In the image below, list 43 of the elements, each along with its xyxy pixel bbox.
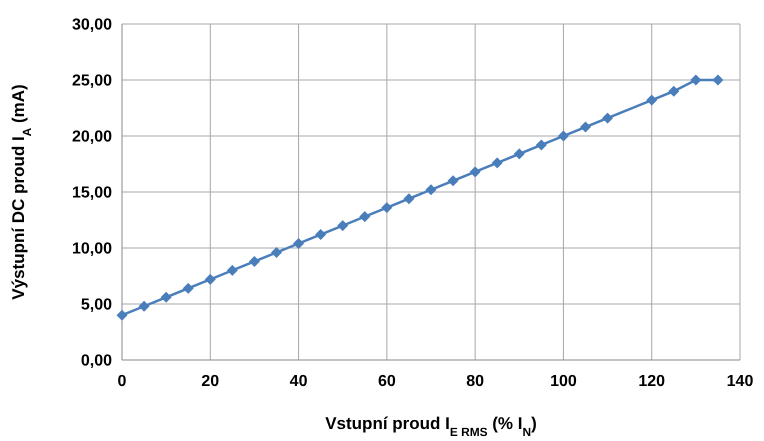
y-tick-label: 5,00 [80, 296, 112, 314]
x-tick-label: 20 [201, 373, 220, 390]
x-tick-label: 80 [466, 373, 484, 390]
x-tick-label: 140 [726, 373, 754, 390]
point [448, 175, 459, 186]
point [138, 300, 150, 312]
x-tick-label: 60 [378, 373, 396, 390]
x-tick-label: 40 [290, 373, 308, 390]
point [381, 202, 392, 214]
point [204, 274, 216, 285]
point [293, 238, 304, 250]
y-tick-label: 10,00 [72, 240, 112, 258]
point [403, 193, 414, 204]
y-tick-label: 20,00 [72, 128, 112, 146]
point [359, 211, 370, 222]
y-tick-label: 30,00 [72, 16, 112, 34]
point [602, 112, 614, 124]
point [558, 130, 569, 142]
point [315, 229, 326, 240]
y-tick-label: 15,00 [72, 184, 112, 202]
point [116, 310, 128, 321]
point [536, 139, 547, 150]
point [226, 264, 238, 276]
x-tick-label: 0 [118, 373, 127, 390]
x-axis-title: Vstupní proud I$_{E RMS}$ (% I$_{N}$) [325, 414, 537, 439]
point [248, 256, 260, 267]
point [426, 184, 436, 196]
x-tick-label: 100 [550, 373, 577, 390]
point [712, 74, 724, 86]
point [668, 86, 680, 97]
point [514, 148, 525, 160]
point [580, 122, 591, 133]
x-tick-label: 120 [638, 373, 666, 390]
y-tick-label: 0,00 [80, 352, 112, 370]
point [271, 246, 282, 258]
point [337, 220, 348, 232]
point [470, 166, 481, 178]
point [646, 94, 658, 106]
point [182, 282, 194, 294]
point [492, 157, 503, 168]
point [690, 74, 702, 86]
point [160, 292, 172, 303]
y-tick-label: 25,00 [72, 72, 112, 90]
